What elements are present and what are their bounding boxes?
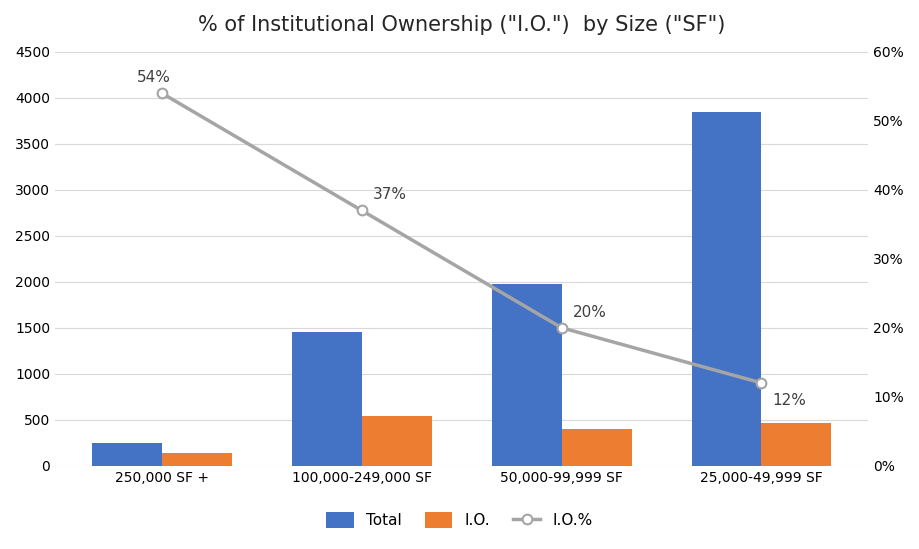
I.O.% <box>357 207 368 214</box>
Text: 54%: 54% <box>137 70 171 85</box>
I.O.% <box>556 324 567 331</box>
Bar <box>292 332 362 466</box>
Line: I.O.%: I.O.% <box>157 88 766 388</box>
Bar <box>92 442 162 466</box>
Bar <box>162 453 232 466</box>
I.O.% <box>156 90 167 97</box>
Title: % of Institutional Ownership ("I.O.")  by Size ("SF"): % of Institutional Ownership ("I.O.") by… <box>198 15 725 35</box>
Bar <box>691 111 762 466</box>
Bar <box>362 416 432 466</box>
Text: 20%: 20% <box>573 305 607 320</box>
I.O.% <box>756 380 767 386</box>
Bar <box>762 423 832 466</box>
Text: 12%: 12% <box>773 393 807 408</box>
Text: 37%: 37% <box>373 187 407 203</box>
Legend: Total, I.O., I.O.%: Total, I.O., I.O.% <box>319 505 600 536</box>
Bar <box>562 429 631 466</box>
Bar <box>492 284 562 466</box>
